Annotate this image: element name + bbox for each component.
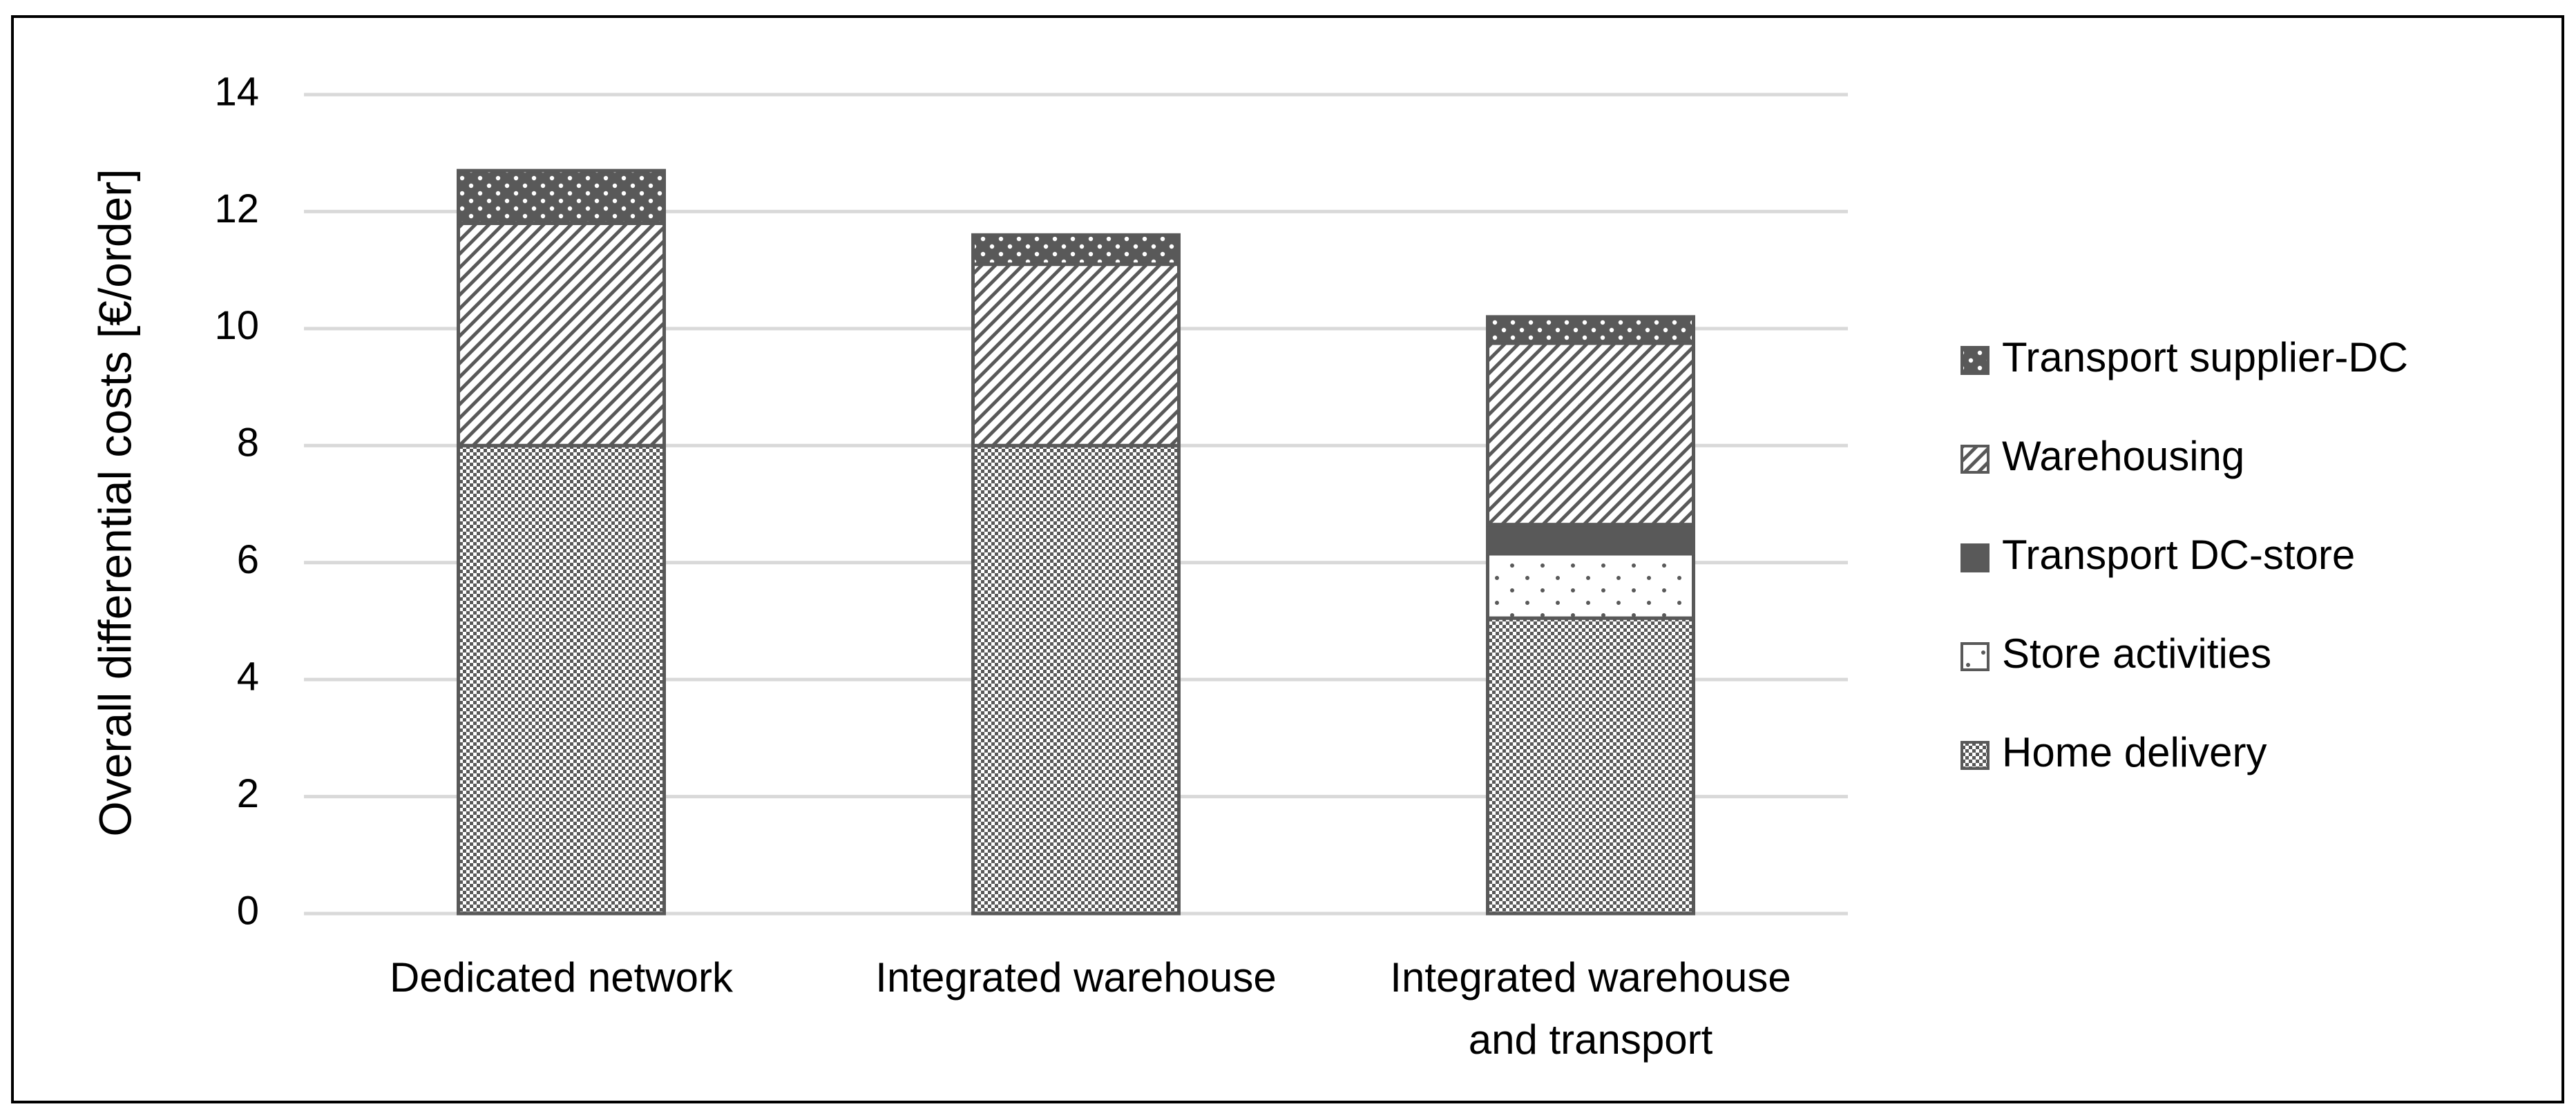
- chart-frame: [11, 15, 2564, 1103]
- bar-segment: [971, 233, 1181, 267]
- bars: [457, 168, 1695, 916]
- bar-segment: [1486, 552, 1695, 620]
- legend-swatch: [1960, 543, 1990, 572]
- y-tick-label: 6: [237, 537, 259, 582]
- bar-segment: [1486, 315, 1695, 345]
- x-category-label: Integrated warehouse: [875, 954, 1276, 1001]
- y-tick-label: 0: [237, 888, 259, 933]
- legend-label: Warehousing: [2002, 433, 2244, 479]
- bar-segment: [457, 443, 666, 916]
- x-category-label: and transport: [1469, 1016, 1713, 1063]
- y-tick-label: 2: [237, 771, 259, 816]
- legend-label: Home delivery: [2002, 729, 2267, 775]
- bar-segment: [1486, 523, 1695, 556]
- legend-swatch: [1960, 642, 1990, 671]
- bar-segment: [457, 168, 666, 225]
- y-tick-label: 10: [214, 303, 259, 348]
- y-axis-title: Overall differential costs [€/order]: [89, 168, 140, 836]
- legend-swatch: [1960, 445, 1990, 474]
- bar-segment: [457, 221, 666, 447]
- legend-swatch: [1960, 346, 1990, 375]
- legend-label: Transport supplier-DC: [2002, 334, 2408, 380]
- y-tick-label: 4: [237, 654, 259, 699]
- y-tick-label: 12: [214, 186, 259, 231]
- legend-label: Store activities: [2002, 630, 2271, 677]
- x-axis-category-labels: Dedicated network Integrated warehouse Int…: [390, 954, 1791, 1063]
- bar-segment: [1486, 616, 1695, 916]
- bar-segment: [971, 262, 1181, 447]
- bar-segment: [971, 443, 1181, 916]
- bar-segment: [1486, 341, 1695, 527]
- y-tick-label: 14: [214, 69, 259, 114]
- legend-label: Transport DC-store: [2002, 532, 2355, 578]
- x-category-label: Dedicated network: [390, 954, 734, 1001]
- legend-swatch: [1960, 741, 1990, 770]
- legend: Transport supplier-DC Warehousing Transpor…: [1960, 334, 2408, 775]
- y-axis-tick-labels: 0 2 4 6 8 10 12 14: [214, 69, 259, 933]
- y-tick-label: 8: [237, 421, 259, 465]
- x-category-label: Integrated warehouse: [1390, 954, 1791, 1001]
